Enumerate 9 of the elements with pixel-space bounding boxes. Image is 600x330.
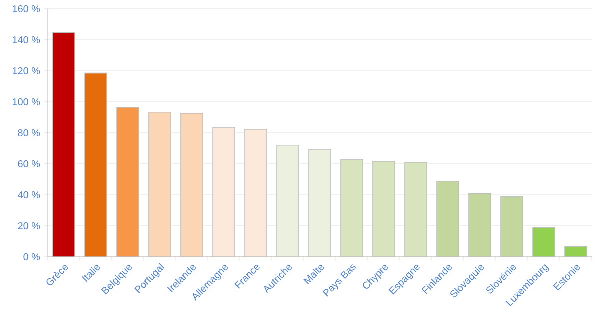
y-tick-label: 160 % <box>13 5 40 13</box>
y-tick-label: 20 % <box>18 222 40 230</box>
y-tick-label: 80 % <box>18 129 40 137</box>
y-tick-label: 60 % <box>18 160 40 168</box>
y-tick-label: 100 % <box>13 98 40 106</box>
y-tick-label: 40 % <box>18 191 40 199</box>
y-tick-label: 120 % <box>13 67 40 75</box>
y-tick-label: 140 % <box>13 36 40 44</box>
y-tick-label: 0 % <box>24 253 40 261</box>
